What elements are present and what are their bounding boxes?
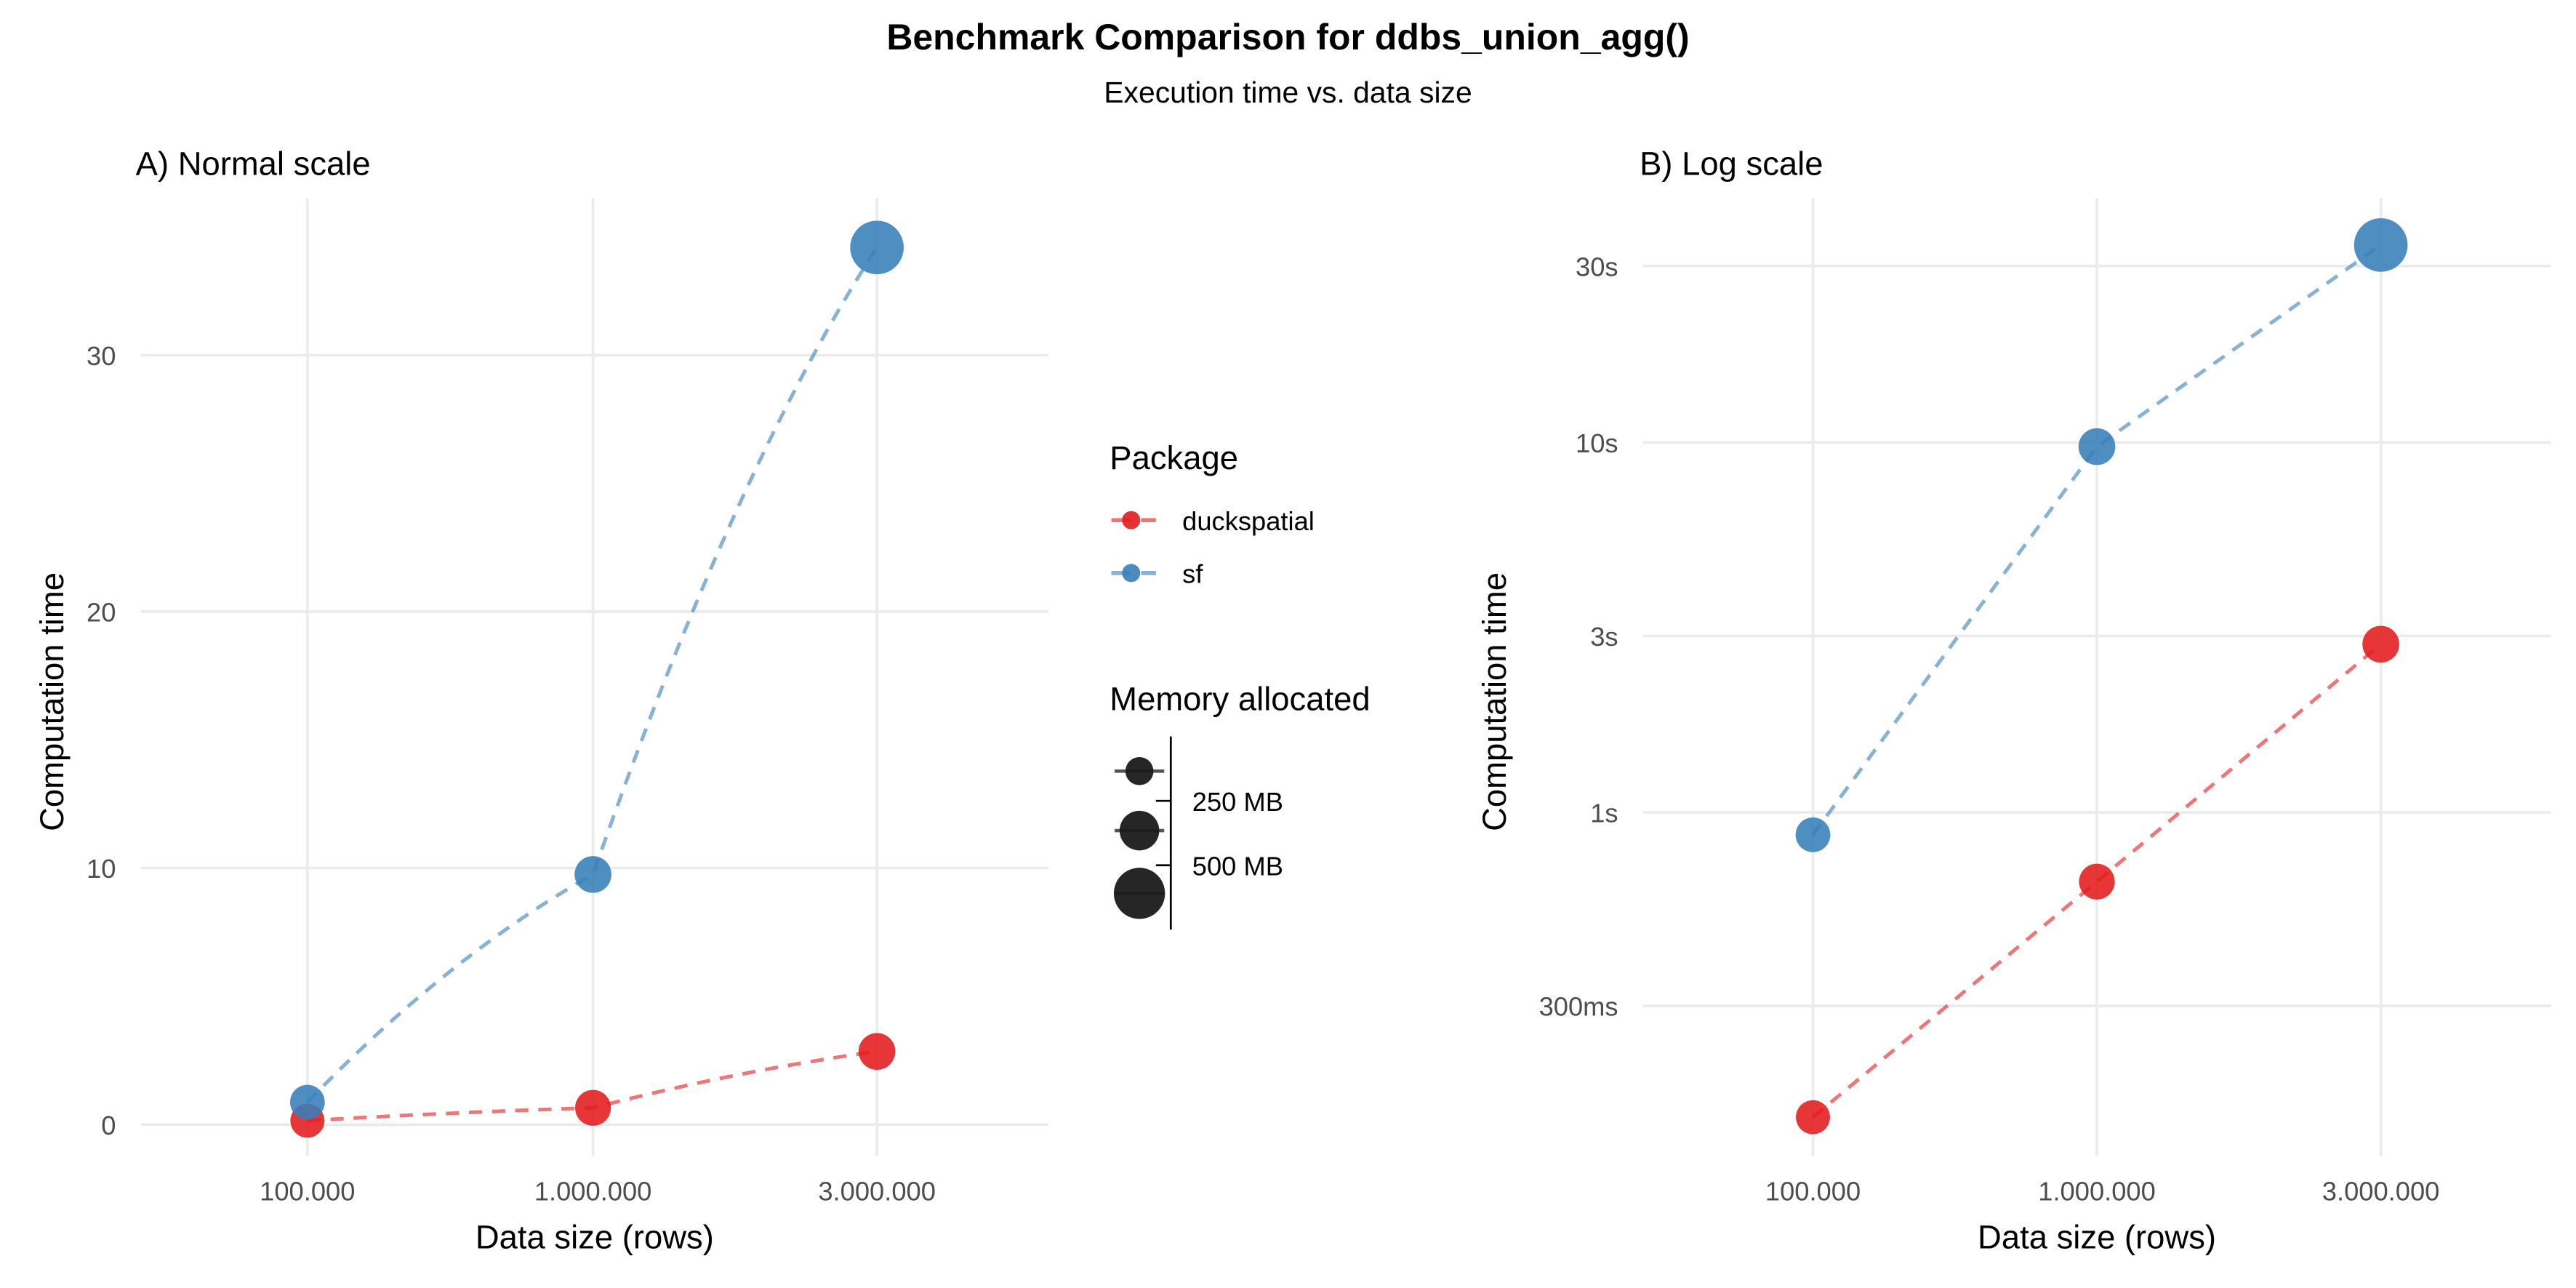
y-tick-label: 300ms <box>1539 992 1618 1022</box>
figure-title: Benchmark Comparison for ddbs_union_agg(… <box>886 17 1689 57</box>
legend-label-duckspatial: duckspatial <box>1182 506 1315 536</box>
legend-size-circle <box>1125 757 1154 785</box>
data-point-sf <box>850 220 904 275</box>
y-tick-label: 1s <box>1590 799 1618 828</box>
y-tick-label: 30s <box>1576 252 1618 281</box>
legend-package-title: Package <box>1110 439 1238 476</box>
data-point-sf <box>574 856 611 893</box>
y-axis-title: Computation time <box>33 572 71 831</box>
legend-size-label: 500 MB <box>1192 851 1283 881</box>
data-point-sf <box>1795 817 1831 852</box>
legend-label-sf: sf <box>1182 559 1203 588</box>
y-tick-label: 0 <box>101 1111 116 1140</box>
y-axis-title: Computation time <box>1476 572 1513 831</box>
x-tick-label: 1.000.000 <box>2038 1177 2156 1207</box>
data-point-duckspatial <box>858 1033 896 1071</box>
data-point-duckspatial <box>1796 1100 1830 1135</box>
x-tick-label: 3.000.000 <box>2322 1177 2440 1207</box>
x-tick-label: 3.000.000 <box>818 1177 936 1207</box>
panel-title: A) Normal scale <box>136 145 371 183</box>
y-tick-label: 3s <box>1590 622 1618 652</box>
x-tick-label: 100.000 <box>260 1177 355 1207</box>
x-axis-title: Data size (rows) <box>1978 1219 2216 1256</box>
y-tick-label: 10 <box>87 854 116 884</box>
legend-size-label: 250 MB <box>1192 787 1283 817</box>
data-point-duckspatial <box>574 1089 611 1126</box>
panel-title: B) Log scale <box>1640 145 1823 183</box>
data-point-sf <box>289 1084 325 1120</box>
series-line-duckspatial <box>1811 642 2383 1119</box>
y-tick-label: 30 <box>87 341 116 371</box>
legend-size-circle <box>1113 868 1165 919</box>
y-tick-label: 20 <box>87 598 116 628</box>
x-axis-title: Data size (rows) <box>476 1219 714 1256</box>
panel-normal-scale: A) Normal scale 0 10 20 30 100.000 1.000.000 3.… <box>33 145 1049 1256</box>
x-tick-label: 1.000.000 <box>534 1177 652 1207</box>
data-point-sf <box>2354 218 2408 272</box>
series-line-sf <box>306 246 879 1104</box>
data-point-duckspatial <box>2362 625 2399 663</box>
data-point-duckspatial <box>2079 863 2115 900</box>
legend-key-duckspatial <box>1122 511 1141 529</box>
legend: Package duckspatial sf Memory allocated 250 … <box>1110 439 1371 930</box>
figure-subtitle: Execution time vs. data size <box>1104 76 1472 109</box>
x-tick-label: 100.000 <box>1765 1177 1861 1207</box>
legend-memory-title: Memory allocated <box>1110 680 1370 717</box>
legend-key-sf <box>1122 564 1141 583</box>
panel-log-scale: B) Log scale 300ms 1s 3s 10s 30s 100.000 1.000.… <box>1476 145 2551 1256</box>
y-tick-label: 10s <box>1576 428 1618 458</box>
data-point-sf <box>2078 428 2116 465</box>
legend-size-circle <box>1119 810 1160 851</box>
